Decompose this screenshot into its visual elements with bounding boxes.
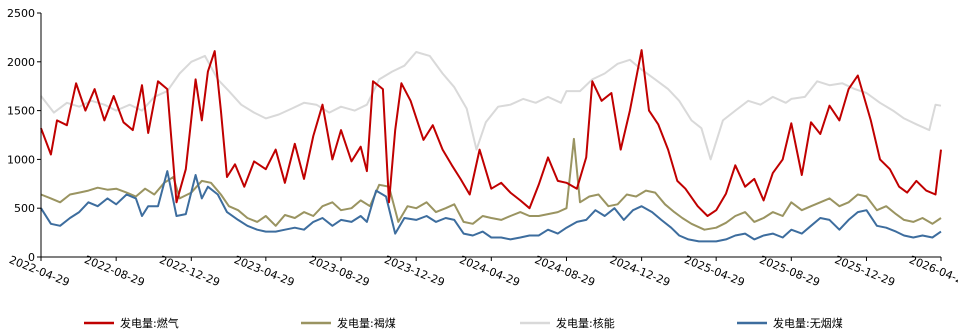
x-tick-label: 2025-12-29 (833, 253, 897, 289)
x-tick-label: 2024-12-29 (608, 253, 672, 289)
legend: 发电量:燃气 发电量:褐煤 发电量:核能 发电量:无烟煤 (84, 316, 843, 330)
x-tick-label: 2022-08-29 (82, 253, 146, 289)
y-axis-ticks: 0 500 1000 1500 2000 2500 (7, 7, 41, 264)
x-tick-label: 2024-04-29 (458, 253, 522, 289)
axes (40, 13, 941, 258)
x-tick-label: 2026-04-29 (907, 253, 958, 289)
series-line-1 (40, 49, 942, 217)
series-lines (40, 49, 942, 243)
y-tick-label: 2500 (7, 7, 35, 20)
x-tick-label: 2023-12-29 (382, 253, 446, 289)
y-tick-label: 500 (14, 202, 35, 215)
y-tick-label: 1500 (7, 105, 35, 118)
legend-label: 发电量:燃气 (120, 316, 179, 330)
series-line-3 (40, 51, 942, 161)
x-tick-label: 2025-04-29 (682, 253, 746, 289)
legend-label: 发电量:褐煤 (337, 316, 396, 330)
y-tick-label: 2000 (7, 56, 35, 69)
series-line-4 (40, 170, 942, 243)
legend-label: 发电量:无烟煤 (773, 316, 843, 330)
legend-label: 发电量:核能 (556, 316, 615, 330)
x-tick-label: 2023-04-29 (232, 253, 296, 289)
x-tick-label: 2023-08-29 (307, 253, 371, 289)
x-tick-label: 2022-12-29 (158, 253, 222, 289)
x-axis-ticks: 2022-04-29 2022-08-29 2022-12-29 2023-04-29… (7, 253, 958, 289)
y-tick-label: 0 (28, 251, 35, 264)
x-tick-label: 2025-08-29 (758, 253, 822, 289)
y-tick-label: 1000 (7, 153, 35, 166)
x-tick-label: 2024-08-29 (533, 253, 597, 289)
x-tick-label: 2022-04-29 (7, 253, 71, 289)
